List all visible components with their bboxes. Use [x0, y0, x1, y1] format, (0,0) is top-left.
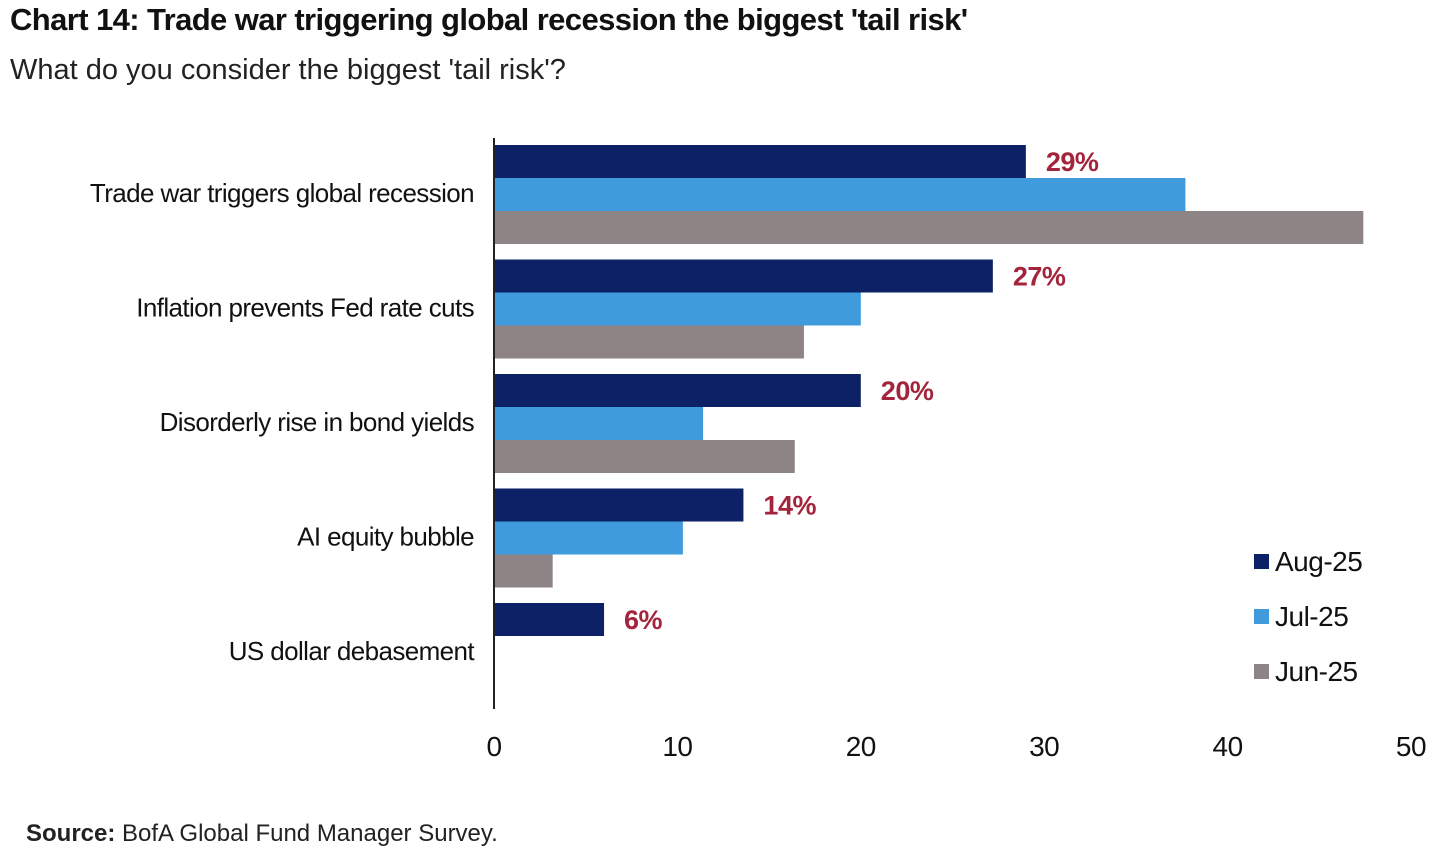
source-text: BofA Global Fund Manager Survey. [115, 820, 498, 847]
legend-swatch [1254, 664, 1269, 679]
data-label-1: 27% [1013, 262, 1066, 292]
category-label-1: Inflation prevents Fed rate cuts [136, 293, 474, 323]
data-label-3: 14% [763, 491, 816, 521]
bar-aug-25-1 [494, 259, 993, 293]
category-label-4: US dollar debasement [229, 636, 476, 666]
data-label-4: 6% [624, 605, 663, 635]
bar-jul-25-2 [494, 407, 704, 440]
bar-aug-25-2 [494, 374, 861, 407]
x-tick-label-2: 20 [846, 731, 876, 762]
chart-title: Chart 14: Trade war triggering global re… [10, 2, 968, 37]
bar-aug-25-3 [494, 488, 744, 522]
bar-jun-25-3 [494, 554, 553, 588]
category-label-2: Disorderly rise in bond yields [160, 407, 475, 437]
bar-aug-25-4 [494, 603, 605, 636]
bar-aug-25-0 [494, 145, 1026, 178]
bar-jul-25-1 [494, 292, 861, 326]
category-label-3: AI equity bubble [297, 522, 474, 552]
x-tick-label-4: 40 [1213, 731, 1243, 762]
x-axis-ticks-layer: 0 10 20 30 40 50 [486, 731, 1426, 762]
source-note: Source: BofA Global Fund Manager Survey. [26, 820, 498, 848]
data-labels-layer: 29% 27% 20% 14% 6% [624, 147, 1099, 635]
legend-item-jul-25: Jul-25 [1254, 589, 1362, 644]
data-label-0: 29% [1046, 147, 1099, 177]
bar-jun-25-1 [494, 325, 804, 359]
source-label: Source: [26, 820, 116, 847]
legend-swatch [1254, 554, 1269, 569]
category-label-0: Trade war triggers global recession [90, 178, 474, 208]
bar-jul-25-3 [494, 521, 683, 555]
legend-label: Jul-25 [1275, 600, 1349, 632]
bars-layer [494, 145, 1364, 636]
bar-jul-25-0 [494, 178, 1186, 211]
data-label-2: 20% [881, 376, 934, 406]
x-tick-label-0: 0 [486, 731, 501, 762]
legend-item-jun-25: Jun-25 [1254, 644, 1362, 699]
legend-item-aug-25: Aug-25 [1254, 534, 1363, 589]
legend-label: Aug-25 [1275, 545, 1363, 577]
category-labels-layer: Trade war triggers global recession Infla… [90, 178, 476, 666]
x-tick-label-5: 50 [1396, 731, 1426, 762]
chart-subtitle: What do you consider the biggest 'tail r… [10, 54, 566, 86]
bar-jun-25-2 [494, 440, 795, 473]
legend-swatch [1254, 609, 1269, 624]
x-tick-label-3: 30 [1029, 731, 1059, 762]
legend-label: Jun-25 [1275, 655, 1358, 687]
chart-legend: Aug-25 Jul-25 Jun-25 [1254, 534, 1363, 699]
x-tick-label-1: 10 [662, 731, 692, 762]
bar-jun-25-0 [494, 211, 1364, 244]
